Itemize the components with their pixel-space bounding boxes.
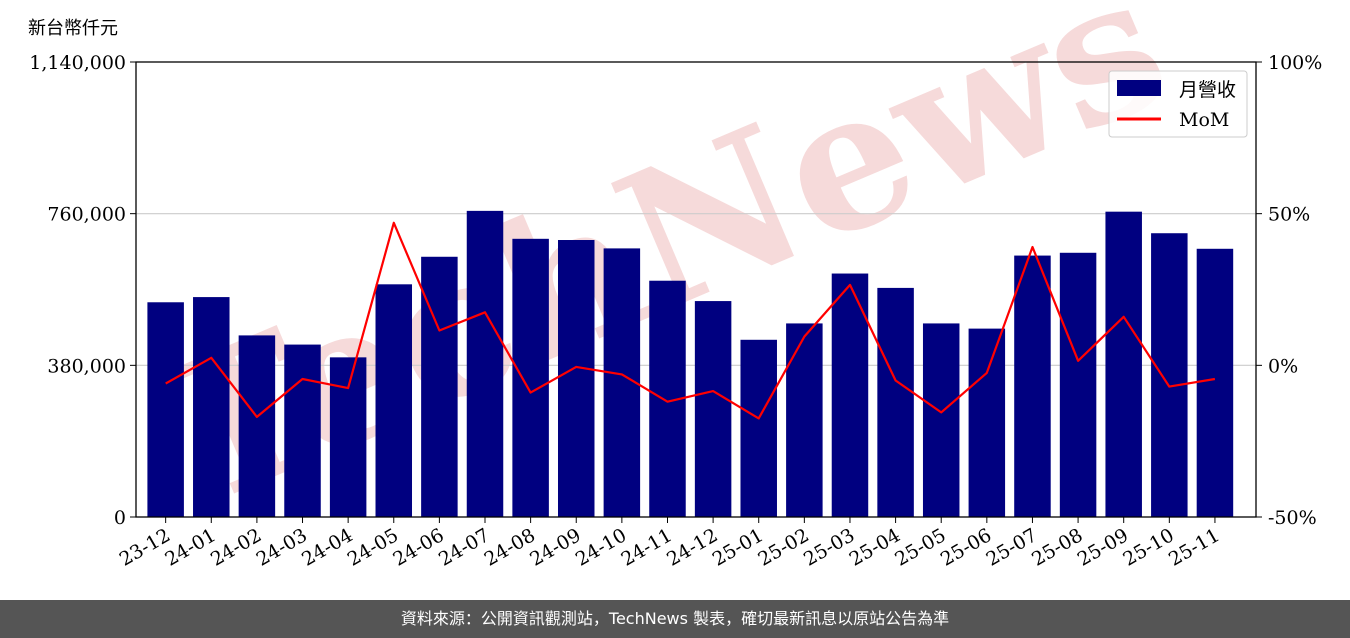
bar-24-07 bbox=[466, 210, 504, 517]
bar-24-12 bbox=[694, 301, 732, 517]
x-tick-label: 24-08 bbox=[481, 524, 539, 570]
bar-25-07 bbox=[1014, 255, 1051, 517]
bar-25-04 bbox=[877, 287, 914, 517]
y-left-tick-label: 1,140,000 bbox=[29, 52, 126, 74]
bar-25-09 bbox=[1105, 211, 1142, 517]
x-tick-label: 25-07 bbox=[983, 524, 1041, 570]
x-tick-label: 24-01 bbox=[161, 524, 219, 570]
x-tick-label: 25-03 bbox=[800, 524, 858, 570]
y-right-tick-label: -50% bbox=[1268, 507, 1317, 529]
plot-frame bbox=[135, 61, 1257, 518]
y-left-tick-label: 760,000 bbox=[47, 204, 126, 226]
bar-24-09 bbox=[557, 240, 595, 517]
x-tick-label: 25-09 bbox=[1074, 524, 1132, 570]
bar-24-04 bbox=[329, 357, 367, 517]
bar-24-01 bbox=[193, 297, 230, 517]
x-tick-label: 24-07 bbox=[435, 524, 493, 570]
legend: 月營收 MoM bbox=[1108, 70, 1248, 138]
x-tick-label: 24-09 bbox=[526, 524, 584, 570]
y-left-tick-label: 0 bbox=[114, 507, 126, 529]
x-tick-label: 24-10 bbox=[572, 524, 630, 570]
y-right-tick-label: 50% bbox=[1268, 204, 1310, 226]
y-left-tick-label: 380,000 bbox=[47, 355, 126, 377]
x-tick-label: 24-05 bbox=[344, 524, 402, 570]
x-tick-label: 24-11 bbox=[618, 524, 676, 570]
bar-25-06 bbox=[968, 328, 1006, 517]
x-tick-label: 24-06 bbox=[389, 524, 447, 570]
bar-23-12 bbox=[147, 302, 184, 517]
source-footer: 資料來源：公開資訊觀測站，TechNews 製表，確切最新訊息以原站公告為準 bbox=[0, 600, 1350, 638]
x-tick-label: 25-04 bbox=[846, 524, 904, 570]
x-tick-label: 24-12 bbox=[663, 524, 721, 570]
x-tick-label: 25-06 bbox=[937, 524, 995, 570]
y-right-tick-label: 100% bbox=[1268, 52, 1322, 74]
legend-swatch-bar bbox=[1117, 80, 1161, 96]
bar-25-05 bbox=[922, 323, 960, 517]
x-tick-label: 25-10 bbox=[1119, 524, 1177, 570]
x-tick-label: 23-12 bbox=[116, 524, 174, 570]
bar-25-01 bbox=[740, 339, 777, 517]
bar-25-03 bbox=[831, 273, 869, 517]
x-tick-label: 24-04 bbox=[298, 524, 356, 570]
bar-24-08 bbox=[512, 238, 549, 517]
bar-24-03 bbox=[284, 344, 321, 517]
mom-line bbox=[165, 221, 1216, 420]
bar-25-02 bbox=[786, 323, 823, 517]
y-axis-label: 新台幣仟元 bbox=[28, 18, 118, 39]
bar-25-10 bbox=[1151, 233, 1188, 517]
legend-label-revenue: 月營收 bbox=[1179, 79, 1236, 101]
chart-area: TechNews 新台幣仟元 0 380,000 760,000 1,140,000-… bbox=[28, 0, 1322, 571]
source-note: 資料來源：公開資訊觀測站，TechNews 製表，確切最新訊息以原站公告為準 bbox=[400, 609, 950, 628]
x-tick-label: 25-05 bbox=[891, 524, 949, 570]
y-right-tick-label: 0% bbox=[1268, 355, 1298, 377]
bar-25-11 bbox=[1196, 248, 1234, 517]
revenue-chart: TechNews 新台幣仟元 0380,000760,0001,140,000-… bbox=[28, 0, 1322, 571]
x-tick-label: 25-11 bbox=[1165, 524, 1223, 570]
x-tick-label: 25-08 bbox=[1028, 524, 1086, 570]
bar-25-08 bbox=[1059, 252, 1097, 517]
x-tick-label: 25-02 bbox=[754, 524, 812, 570]
bar-24-02 bbox=[238, 335, 276, 517]
x-tick-label: 24-03 bbox=[253, 524, 311, 570]
bar-24-05 bbox=[375, 284, 413, 517]
x-tick-label: 25-01 bbox=[709, 524, 767, 570]
legend-label-mom: MoM bbox=[1179, 109, 1229, 131]
bar-24-06 bbox=[421, 256, 458, 517]
